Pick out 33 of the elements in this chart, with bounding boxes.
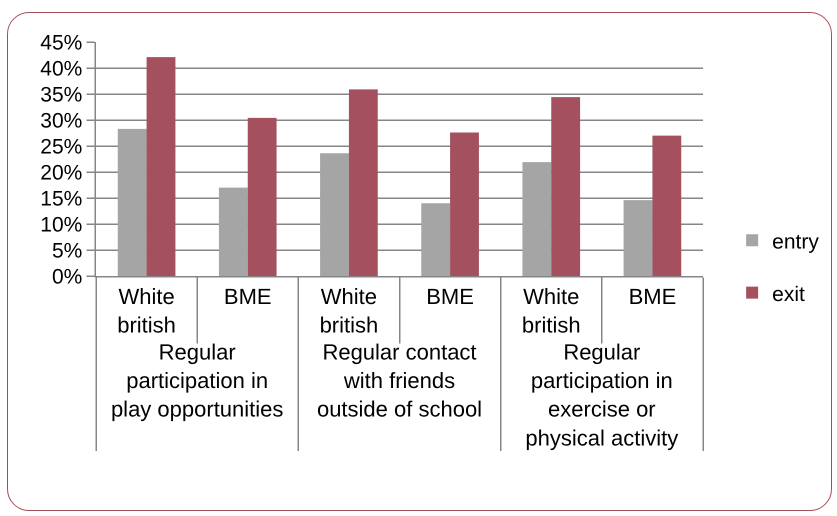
text: Regular contact with friends outside of school [316,340,482,422]
legend-label: entry [772,230,820,254]
text: Regular participation in exercise or physical activity [525,340,678,450]
text: Regular participation in play opportunities [110,340,284,422]
x-tick-label: White british [320,284,378,338]
bar [248,118,277,276]
y-tick-label: 10% [40,213,82,236]
bar [118,128,147,276]
y-tick-label: 0% [52,265,82,288]
legend-label: exit [772,282,805,306]
y-tick-label: 20% [40,161,82,184]
y-tick-label: 15% [40,187,82,210]
y-tick-label: 30% [40,109,82,132]
bar [522,162,552,276]
x-tick-label: BME [224,284,272,309]
bar [421,203,450,276]
x-tick-label: White british [522,284,581,338]
x-tick-label: White british [117,284,176,338]
x-tick-label: BME [628,284,676,309]
y-tick-label: 35% [40,83,82,106]
bar [146,57,176,276]
bar [348,89,378,276]
y-tick-label: 5% [52,239,82,262]
bar [450,132,479,276]
bar [320,153,349,276]
bar [624,200,652,276]
bar [218,188,248,276]
y-tick-label: 40% [40,57,82,80]
x-tick-label: BME [426,284,474,309]
y-tick-label: 25% [40,135,82,158]
bar [652,136,682,276]
bar [551,97,580,276]
y-tick-label: 45% [40,31,82,54]
